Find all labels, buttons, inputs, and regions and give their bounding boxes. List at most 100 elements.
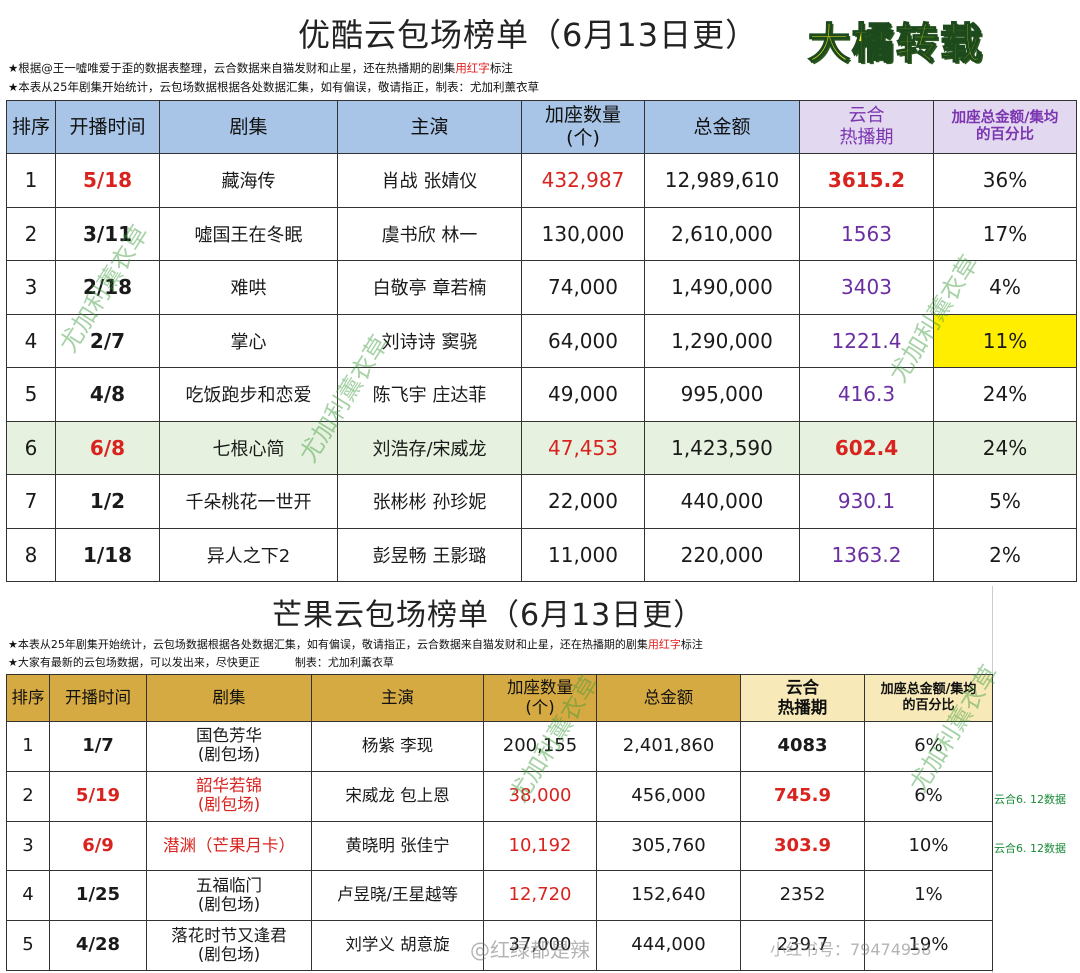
total-cell: 1,290,000	[644, 313, 800, 368]
yunhe-cell: 1363.2	[799, 527, 934, 582]
seats-cell: 64,000	[521, 313, 645, 368]
date-cell: 4/8	[55, 367, 160, 422]
pct-cell: 6%	[864, 770, 993, 822]
cast-cell: 卢昱晓/王星越等	[311, 870, 484, 922]
table-header-row: 排序 开播时间 剧集 主演 加座数量 (个) 总金额 云合 热播期 加座总金额/…	[6, 100, 1077, 154]
table-row: 2 5/19 韶华若锦 (剧包场) 宋威龙 包上恩 38,000 456,000…	[6, 770, 993, 822]
date-cell: 1/18	[55, 527, 160, 582]
drama-cell: 难哄	[159, 260, 338, 315]
pct-cell: 1%	[864, 870, 993, 922]
yunhe-cell: 745.9	[740, 770, 865, 822]
date-cell: 6/8	[55, 420, 160, 475]
col-rank: 排序	[6, 100, 56, 154]
seats-cell: 432,987	[521, 153, 645, 208]
seats-cell: 10,192	[483, 820, 597, 872]
cast-cell: 刘浩存/宋威龙	[337, 420, 522, 475]
drama-cell: 噓国王在冬眠	[159, 206, 338, 261]
col-seats: 加座数量 (个)	[483, 674, 597, 722]
col-cast: 主演	[337, 100, 522, 154]
col-yunhe: 云合 热播期	[799, 100, 934, 154]
yunhe-cell: 4083	[740, 721, 865, 772]
yunhe-cell: 303.9	[740, 820, 865, 872]
cast-cell: 刘诗诗 窦骁	[337, 313, 522, 368]
watermark-xiaohongshu: 小红书号：79474958	[770, 940, 932, 959]
yunhe-cell: 3615.2	[799, 153, 934, 208]
seats-cell: 37,000	[483, 920, 597, 971]
rank-cell: 7	[6, 474, 56, 529]
table-row: 8 1/18 异人之下2 彭昱畅 王影璐 11,000 220,000 1363…	[6, 527, 1077, 582]
col-drama: 剧集	[159, 100, 338, 154]
seats-cell: 47,453	[521, 420, 645, 475]
cast-cell: 虞书欣 林一	[337, 206, 522, 261]
table-row: 1 5/18 藏海传 肖战 张婧仪 432,987 12,989,610 361…	[6, 153, 1077, 208]
table-row: 4 1/25 五福临门 (剧包场) 卢昱晓/王星越等 12,720 152,64…	[6, 870, 993, 922]
cast-cell: 肖战 张婧仪	[337, 153, 522, 208]
table-row: 3 2/18 难哄 白敬亭 章若楠 74,000 1,490,000 3403 …	[6, 260, 1077, 315]
rank-cell: 1	[6, 721, 50, 772]
note-line-1-end: 标注	[489, 61, 513, 75]
cast-cell: 黄晓明 张佳宁	[311, 820, 484, 872]
cast-cell: 张彬彬 孙珍妮	[337, 474, 522, 529]
drama-cell: 五福临门 (剧包场)	[146, 870, 312, 922]
drama-cell: 掌心	[159, 313, 338, 368]
note-line-1: ★根据@王一噓唯爱于歪的数据表整理，云合数据来自猫发财和止星，还在热播期的剧集用…	[8, 60, 513, 76]
col-premiere-date: 开播时间	[55, 100, 160, 154]
rank-cell: 1	[6, 153, 56, 208]
col-rank: 排序	[6, 674, 50, 722]
seats-cell: 22,000	[521, 474, 645, 529]
date-cell: 6/9	[49, 820, 147, 872]
yunhe-cell: 1221.4	[799, 313, 934, 368]
total-cell: 12,989,610	[644, 153, 800, 208]
drama-cell: 七根心简	[159, 420, 338, 475]
divider-line	[992, 586, 993, 973]
total-cell: 440,000	[644, 474, 800, 529]
date-cell: 1/25	[49, 870, 147, 922]
total-cell: 1,423,590	[644, 420, 800, 475]
note-line-1-text: ★根据@王一噓唯爱于歪的数据表整理，云合数据来自猫发财和止星，还在热播期的剧集	[8, 61, 456, 75]
table-row: 7 1/2 千朵桃花一世开 张彬彬 孙珍妮 22,000 440,000 930…	[6, 474, 1077, 529]
col-cast: 主演	[311, 674, 484, 722]
rank-cell: 2	[6, 770, 50, 822]
drama-cell: 潜渊（芒果月卡）	[146, 820, 312, 872]
total-cell: 2,610,000	[644, 206, 800, 261]
pct-cell: 4%	[933, 260, 1077, 315]
date-cell: 1/2	[55, 474, 160, 529]
yunhe-cell: 602.4	[799, 420, 934, 475]
note-line-3-end: 标注	[680, 638, 703, 651]
col-percentage: 加座总金额/集均 的百分比	[933, 100, 1077, 154]
drama-cell: 落花时节又逢君 (剧包场)	[146, 920, 312, 971]
pct-cell: 36%	[933, 153, 1077, 208]
col-percentage: 加座总金额/集均 的百分比	[864, 674, 993, 722]
date-cell: 5/18	[55, 153, 160, 208]
rank-cell: 6	[6, 420, 56, 475]
table-row: 2 3/11 噓国王在冬眠 虞书欣 林一 130,000 2,610,000 1…	[6, 206, 1077, 261]
date-cell: 1/7	[49, 721, 147, 772]
pct-cell: 10%	[864, 820, 993, 872]
seats-cell: 74,000	[521, 260, 645, 315]
yunhe-cell: 1563	[799, 206, 934, 261]
side-note-1: 云合6. 12数据	[994, 793, 1066, 806]
rank-cell: 4	[6, 870, 50, 922]
rank-cell: 5	[6, 367, 56, 422]
rank-cell: 4	[6, 313, 56, 368]
table-row: 5 4/8 吃饭跑步和恋爱 陈飞宇 庄达菲 49,000 995,000 416…	[6, 367, 1077, 422]
col-seats: 加座数量 (个)	[521, 100, 645, 154]
yunhe-cell: 239.7	[740, 920, 865, 971]
col-drama: 剧集	[146, 674, 312, 722]
table-row: 3 6/9 潜渊（芒果月卡） 黄晓明 张佳宁 10,192 305,760 30…	[6, 820, 993, 872]
page-title-youku: 优酷云包场榜单（6月13日更）	[298, 16, 759, 54]
total-cell: 444,000	[596, 920, 741, 971]
col-yunhe: 云合 热播期	[740, 674, 865, 722]
repost-badge: 大橘转载	[807, 18, 985, 69]
pct-cell: 2%	[933, 527, 1077, 582]
note-line-4: ★大家有最新的云包场数据，可以发出来，尽快更正 制表：尤加利薰衣草	[8, 656, 394, 669]
seats-cell: 12,720	[483, 870, 597, 922]
table-row: 5 4/28 落花时节又逢君 (剧包场) 刘学义 胡意旋 37,000 444,…	[6, 920, 993, 971]
total-cell: 2,401,860	[596, 721, 741, 772]
rank-cell: 2	[6, 206, 56, 261]
col-total: 总金额	[596, 674, 741, 722]
total-cell: 220,000	[644, 527, 800, 582]
rank-cell: 3	[6, 820, 50, 872]
mango-ranking-table: 排序 开播时间 剧集 主演 加座数量 (个) 总金额 云合 热播期 加座总金额/…	[6, 674, 993, 971]
page-title-mango: 芒果云包场榜单（6月13日更）	[272, 598, 705, 633]
